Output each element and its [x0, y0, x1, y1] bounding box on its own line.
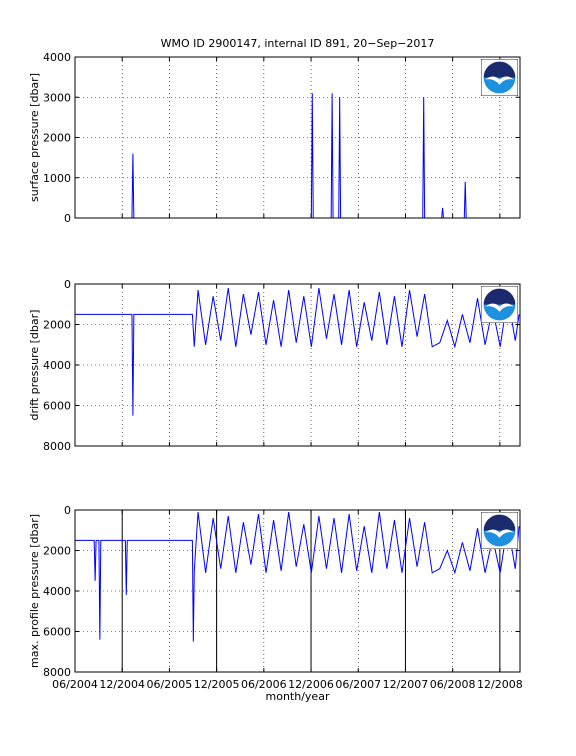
y-tick-label: 8000 — [43, 440, 71, 453]
y-tick-label: 3000 — [43, 91, 71, 104]
noaa-logo — [481, 512, 518, 549]
y-tick-label: 6000 — [43, 626, 71, 639]
x-tick-label: 12/2006 — [288, 678, 334, 691]
y-tick-label: 4000 — [43, 51, 71, 64]
axes-frame — [74, 56, 521, 219]
axes-frame — [74, 509, 521, 673]
data-line — [75, 511, 520, 642]
x-tick-label: 06/2006 — [241, 678, 287, 691]
plot-area — [75, 510, 520, 672]
x-tick-label: 12/2007 — [383, 678, 429, 691]
y-tick-label: 8000 — [43, 666, 71, 679]
y-tick-label: 0 — [64, 212, 71, 225]
x-tick-label: 12/2004 — [99, 678, 145, 691]
noaa-logo — [481, 59, 518, 96]
plot-area — [75, 284, 520, 446]
y-tick-label: 4000 — [43, 585, 71, 598]
plot-area — [75, 57, 520, 218]
y-tick-label: 6000 — [43, 400, 71, 413]
data-line — [75, 287, 520, 416]
x-tick-label: 12/2005 — [194, 678, 240, 691]
y-tick-label: 1000 — [43, 172, 71, 185]
y-tick-label: 2000 — [43, 319, 71, 332]
x-tick-label: 12/2008 — [477, 678, 523, 691]
noaa-logo — [481, 286, 518, 323]
y-axis-label: drift pressure [dbar] — [28, 310, 41, 421]
y-axis-label: surface pressure [dbar] — [28, 73, 41, 202]
y-tick-label: 2000 — [43, 132, 71, 145]
y-tick-label: 2000 — [43, 545, 71, 558]
x-tick-label: 06/2005 — [147, 678, 193, 691]
y-tick-label: 4000 — [43, 359, 71, 372]
x-axis-label: month/year — [266, 690, 330, 703]
y-tick-label: 0 — [64, 278, 71, 291]
x-tick-label: 06/2007 — [335, 678, 381, 691]
x-tick-label: 06/2008 — [430, 678, 476, 691]
axes-frame — [74, 283, 521, 447]
chart-title: WMO ID 2900147, internal ID 891, 20−Sep−… — [161, 37, 435, 50]
x-tick-label: 06/2004 — [52, 678, 98, 691]
y-axis-label: max. profile pressure [dbar] — [28, 514, 41, 668]
y-tick-label: 0 — [64, 504, 71, 517]
